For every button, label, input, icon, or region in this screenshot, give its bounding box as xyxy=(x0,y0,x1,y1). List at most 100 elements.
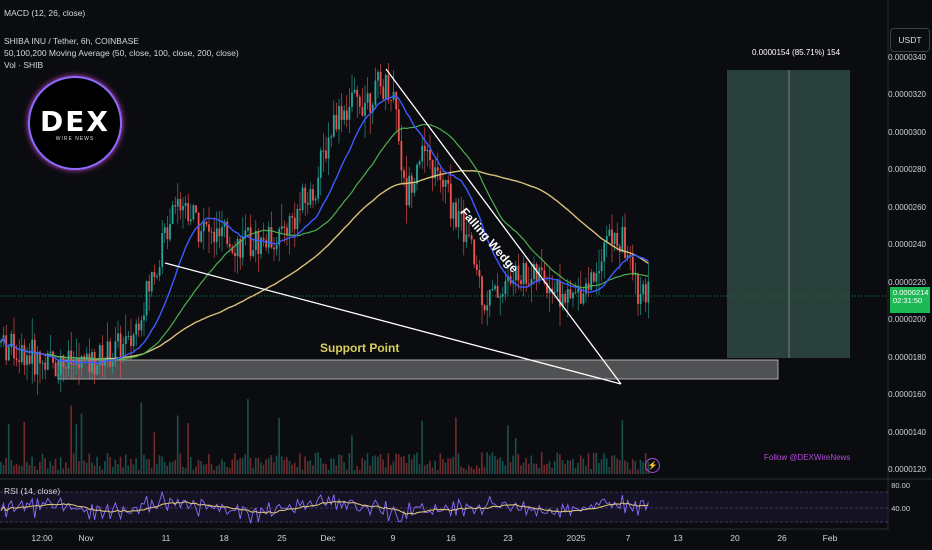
current-price-countdown: 02:31:50 xyxy=(893,296,923,305)
volume-bar xyxy=(156,464,158,474)
volume-bar xyxy=(449,458,452,474)
volume-bar xyxy=(553,461,556,474)
volume-bar xyxy=(312,465,314,474)
rsi-ma-line xyxy=(0,500,649,515)
candle-body xyxy=(213,231,216,243)
candle-body xyxy=(410,175,413,193)
volume-bar xyxy=(416,452,418,474)
volume-bar xyxy=(143,454,145,474)
candle-body xyxy=(182,206,184,211)
candle-body xyxy=(5,335,8,361)
ma-line[interactable]: 50,100,200 Moving Average (50, close, 10… xyxy=(4,48,239,58)
volume-bar xyxy=(579,455,582,474)
volume-bar xyxy=(109,456,111,474)
volume-bar xyxy=(7,423,10,474)
volume-bar xyxy=(379,453,382,474)
candle-body xyxy=(327,137,330,159)
volume-bar xyxy=(239,458,241,474)
volume-bar xyxy=(62,468,65,474)
candle-body xyxy=(7,347,10,361)
volume-bar xyxy=(288,460,291,474)
volume-bar xyxy=(299,453,301,474)
volume-bar xyxy=(23,421,26,474)
logo-sub-text: WIRE NEWS xyxy=(55,135,95,142)
candle-body xyxy=(124,336,127,345)
volume-bar xyxy=(278,417,280,474)
date-tick: 23 xyxy=(503,533,513,543)
volume-bar xyxy=(400,456,403,474)
dex-logo: DEX WIRE NEWS xyxy=(28,76,122,170)
volume-bar xyxy=(405,462,408,474)
symbol-line[interactable]: SHIBA INU / Tether, 6h, COINBASE xyxy=(4,36,139,46)
candle-body xyxy=(621,226,624,252)
lightning-icon[interactable]: ⚡ xyxy=(645,458,660,473)
volume-bar xyxy=(460,466,462,474)
volume-bar xyxy=(533,463,535,474)
volume-bar xyxy=(70,405,72,474)
candle-body xyxy=(377,71,379,81)
candle-body xyxy=(176,198,179,207)
volume-bar xyxy=(494,455,496,474)
volume-bar xyxy=(114,459,117,474)
price-tick: 0.0000200 xyxy=(888,315,926,325)
candle-body xyxy=(421,145,424,162)
vol-line[interactable]: Vol · SHIB xyxy=(4,60,44,70)
candle-body xyxy=(364,102,366,116)
volume-bar xyxy=(72,453,75,474)
volume-bar xyxy=(104,461,106,474)
candle-body xyxy=(605,236,608,243)
currency-button[interactable]: USDT xyxy=(890,28,930,52)
volume-bar xyxy=(124,454,127,474)
candle-body xyxy=(270,227,273,248)
candle-body xyxy=(361,106,364,116)
candle-body xyxy=(59,355,62,375)
candle-body xyxy=(218,228,221,237)
volume-bar xyxy=(49,461,52,474)
volume-bar xyxy=(517,454,520,474)
volume-bar xyxy=(426,464,429,474)
candle-body xyxy=(507,275,509,282)
volume-bar xyxy=(455,417,457,474)
volume-bar xyxy=(577,462,579,474)
candle-body xyxy=(449,183,452,219)
volume-bar xyxy=(15,463,18,474)
volume-bar xyxy=(267,458,270,474)
volume-bar xyxy=(512,455,514,474)
volume-bar xyxy=(556,452,559,474)
candle-body xyxy=(390,99,392,101)
candle-body xyxy=(143,315,145,321)
target-box-label: 0.0000154 (85.71%) 154 xyxy=(752,48,841,57)
rsi-band xyxy=(0,492,888,522)
support-zone xyxy=(57,359,779,380)
volume-bar xyxy=(559,454,561,474)
volume-bar xyxy=(608,467,611,474)
volume-bar xyxy=(535,463,538,474)
candle-body xyxy=(236,239,239,257)
volume-bar xyxy=(317,452,319,474)
candle-body xyxy=(106,341,109,361)
candle-body xyxy=(148,281,151,292)
volume-bar xyxy=(470,467,473,474)
candle-body xyxy=(465,234,468,243)
date-tick: 11 xyxy=(161,533,171,543)
candle-body xyxy=(317,177,320,199)
volume-bar xyxy=(65,462,67,474)
candle-body xyxy=(299,208,301,211)
candle-body xyxy=(579,288,582,304)
volume-bar xyxy=(582,458,585,474)
volume-bar xyxy=(475,465,478,474)
volume-bar xyxy=(343,462,345,474)
price-tick: 0.0000260 xyxy=(888,202,926,212)
candle-body xyxy=(322,150,325,152)
volume-bar xyxy=(158,455,161,474)
candle-body xyxy=(72,364,75,366)
candle-body xyxy=(262,237,265,240)
volume-bar xyxy=(462,468,465,474)
volume-bar xyxy=(587,453,590,474)
candle-body xyxy=(366,93,369,103)
volume-bar xyxy=(234,452,236,474)
candle-body xyxy=(85,353,88,361)
volume-bar xyxy=(145,458,148,474)
rsi-label[interactable]: RSI (14, close) xyxy=(4,486,61,496)
